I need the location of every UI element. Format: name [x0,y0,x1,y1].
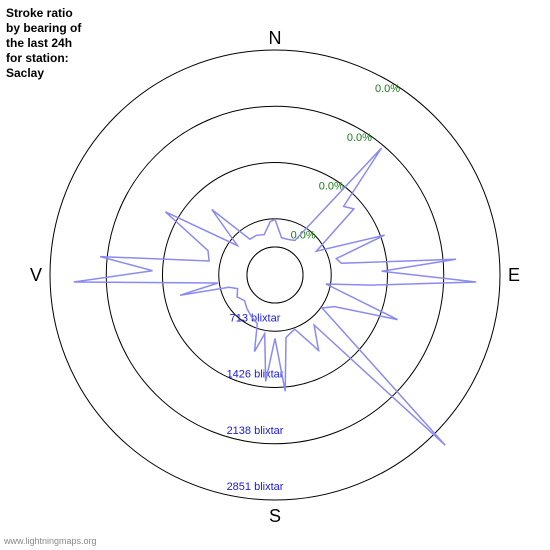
center-hole-overlay [247,247,303,303]
ring-label-percent: 0.0% [319,181,344,193]
ring-label-blixtar: 2851 blixtar [227,481,284,493]
polar-chart-container: Stroke ratio by bearing of the last 24h … [0,0,550,550]
credit-text: www.lightningmaps.org [4,536,97,546]
ring-label-percent: 0.0% [347,132,372,144]
cardinal-s: S [269,506,281,526]
ring-label-percent: 0.0% [375,83,400,95]
polar-chart-svg: 0.0% 713 blixtar 0.0% 1426 blixtar 0.0% 2138 … [0,0,550,550]
cardinal-v: V [30,265,42,285]
ring-label-blixtar: 1426 blixtar [227,369,284,381]
ring-label-blixtar: 713 blixtar [230,312,281,324]
cardinal-n: N [269,28,282,48]
ring-label-blixtar: 2138 blixtar [227,425,284,437]
cardinal-e: E [508,265,520,285]
